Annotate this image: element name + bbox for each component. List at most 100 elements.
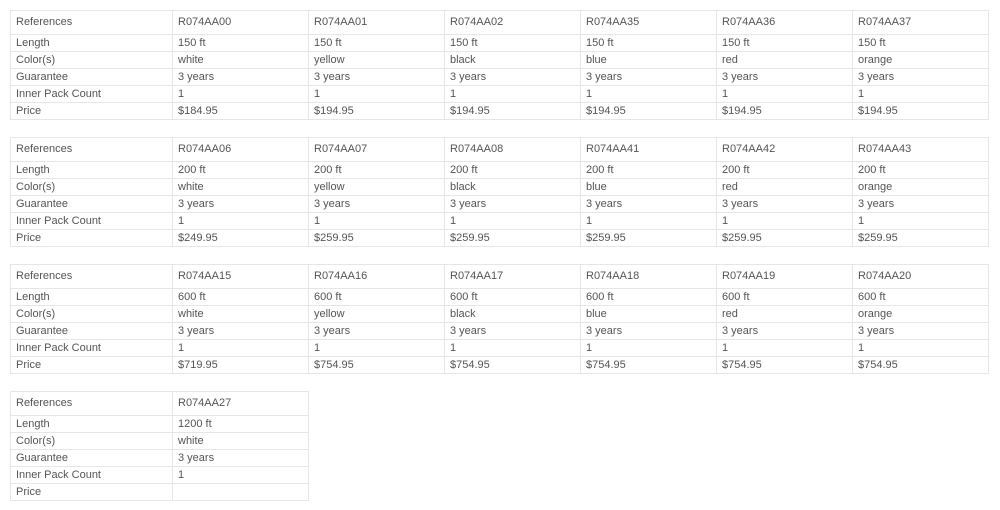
row-label: References bbox=[10, 137, 173, 162]
row-price: Price $249.95 $259.95 $259.95 $259.95 $259.95… bbox=[10, 229, 989, 247]
row-label: References bbox=[10, 391, 173, 416]
inner-pack-count-cell: 1 bbox=[308, 339, 445, 357]
row-label: References bbox=[10, 10, 173, 35]
references-cell: R074AA19 bbox=[716, 264, 853, 289]
color-cell: white bbox=[172, 51, 309, 69]
color-cell: white bbox=[172, 432, 309, 450]
color-cell: black bbox=[444, 178, 581, 196]
guarantee-cell: 3 years bbox=[172, 322, 309, 340]
color-cell: blue bbox=[580, 305, 717, 323]
row-inner-pack-count: Inner Pack Count 1 1 1 1 1 1 bbox=[10, 212, 989, 230]
length-cell: 150 ft bbox=[716, 34, 853, 52]
row-label: Color(s) bbox=[10, 51, 173, 69]
inner-pack-count-cell: 1 bbox=[852, 85, 989, 103]
length-cell: 200 ft bbox=[716, 161, 853, 179]
row-label: Price bbox=[10, 102, 173, 120]
color-cell: red bbox=[716, 51, 853, 69]
length-cell: 150 ft bbox=[172, 34, 309, 52]
length-cell: 150 ft bbox=[444, 34, 581, 52]
inner-pack-count-cell: 1 bbox=[580, 339, 717, 357]
row-label: Length bbox=[10, 288, 173, 306]
length-cell: 600 ft bbox=[308, 288, 445, 306]
length-cell: 200 ft bbox=[580, 161, 717, 179]
references-cell: R074AA42 bbox=[716, 137, 853, 162]
inner-pack-count-cell: 1 bbox=[444, 339, 581, 357]
row-color: Color(s) white bbox=[10, 432, 309, 450]
guarantee-cell: 3 years bbox=[308, 195, 445, 213]
inner-pack-count-cell: 1 bbox=[172, 466, 309, 484]
price-cell: $754.95 bbox=[444, 356, 581, 374]
row-label: Price bbox=[10, 483, 173, 501]
row-guarantee: Guarantee 3 years 3 years 3 years 3 years 3 y… bbox=[10, 322, 989, 340]
row-label: Price bbox=[10, 356, 173, 374]
guarantee-cell: 3 years bbox=[172, 195, 309, 213]
row-inner-pack-count: Inner Pack Count 1 1 1 1 1 1 bbox=[10, 339, 989, 357]
color-cell: black bbox=[444, 51, 581, 69]
price-cell: $754.95 bbox=[580, 356, 717, 374]
guarantee-cell: 3 years bbox=[444, 68, 581, 86]
inner-pack-count-cell: 1 bbox=[172, 339, 309, 357]
color-cell: red bbox=[716, 178, 853, 196]
color-cell: red bbox=[716, 305, 853, 323]
row-label: Color(s) bbox=[10, 432, 173, 450]
references-cell: R074AA02 bbox=[444, 10, 581, 35]
inner-pack-count-cell: 1 bbox=[580, 212, 717, 230]
length-cell: 200 ft bbox=[172, 161, 309, 179]
references-cell: R074AA27 bbox=[172, 391, 309, 416]
guarantee-cell: 3 years bbox=[852, 68, 989, 86]
color-cell: orange bbox=[852, 305, 989, 323]
inner-pack-count-cell: 1 bbox=[444, 212, 581, 230]
price-cell: $754.95 bbox=[852, 356, 989, 374]
inner-pack-count-cell: 1 bbox=[852, 339, 989, 357]
row-references: References R074AA06 R074AA07 R074AA08 R074AA… bbox=[10, 137, 989, 162]
guarantee-cell: 3 years bbox=[852, 322, 989, 340]
price-cell: $259.95 bbox=[308, 229, 445, 247]
row-length: Length 1200 ft bbox=[10, 415, 309, 433]
row-price: Price bbox=[10, 483, 309, 501]
length-cell: 600 ft bbox=[852, 288, 989, 306]
references-cell: R074AA06 bbox=[172, 137, 309, 162]
references-cell: R074AA18 bbox=[580, 264, 717, 289]
price-cell: $194.95 bbox=[444, 102, 581, 120]
color-cell: yellow bbox=[308, 51, 445, 69]
row-color: Color(s) white yellow black blue red orange bbox=[10, 178, 989, 196]
row-label: Inner Pack Count bbox=[10, 339, 173, 357]
price-cell: $194.95 bbox=[308, 102, 445, 120]
row-guarantee: Guarantee 3 years 3 years 3 years 3 years 3 y… bbox=[10, 68, 989, 86]
price-cell bbox=[172, 483, 309, 501]
row-label: Color(s) bbox=[10, 178, 173, 196]
row-label: Length bbox=[10, 34, 173, 52]
guarantee-cell: 3 years bbox=[580, 322, 717, 340]
guarantee-cell: 3 years bbox=[308, 322, 445, 340]
spec-table: References R074AA27 Length 1200 ft Color(s) w… bbox=[10, 391, 309, 501]
price-cell: $184.95 bbox=[172, 102, 309, 120]
guarantee-cell: 3 years bbox=[580, 195, 717, 213]
references-cell: R074AA37 bbox=[852, 10, 989, 35]
inner-pack-count-cell: 1 bbox=[172, 212, 309, 230]
length-cell: 600 ft bbox=[172, 288, 309, 306]
price-cell: $259.95 bbox=[716, 229, 853, 247]
references-cell: R074AA35 bbox=[580, 10, 717, 35]
row-color: Color(s) white yellow black blue red orange bbox=[10, 51, 989, 69]
guarantee-cell: 3 years bbox=[716, 68, 853, 86]
inner-pack-count-cell: 1 bbox=[852, 212, 989, 230]
length-cell: 600 ft bbox=[580, 288, 717, 306]
references-cell: R074AA41 bbox=[580, 137, 717, 162]
inner-pack-count-cell: 1 bbox=[716, 339, 853, 357]
inner-pack-count-cell: 1 bbox=[444, 85, 581, 103]
row-inner-pack-count: Inner Pack Count 1 1 1 1 1 1 bbox=[10, 85, 989, 103]
price-cell: $259.95 bbox=[852, 229, 989, 247]
row-label: Length bbox=[10, 415, 173, 433]
inner-pack-count-cell: 1 bbox=[308, 212, 445, 230]
row-length: Length 600 ft 600 ft 600 ft 600 ft 600 ft 600 … bbox=[10, 288, 989, 306]
row-label: Inner Pack Count bbox=[10, 212, 173, 230]
row-label: Inner Pack Count bbox=[10, 466, 173, 484]
guarantee-cell: 3 years bbox=[716, 195, 853, 213]
row-label: Color(s) bbox=[10, 305, 173, 323]
price-cell: $194.95 bbox=[852, 102, 989, 120]
row-inner-pack-count: Inner Pack Count 1 bbox=[10, 466, 309, 484]
row-references: References R074AA00 R074AA01 R074AA02 R074AA… bbox=[10, 10, 989, 35]
guarantee-cell: 3 years bbox=[172, 68, 309, 86]
row-color: Color(s) white yellow black blue red orange bbox=[10, 305, 989, 323]
row-label: Length bbox=[10, 161, 173, 179]
